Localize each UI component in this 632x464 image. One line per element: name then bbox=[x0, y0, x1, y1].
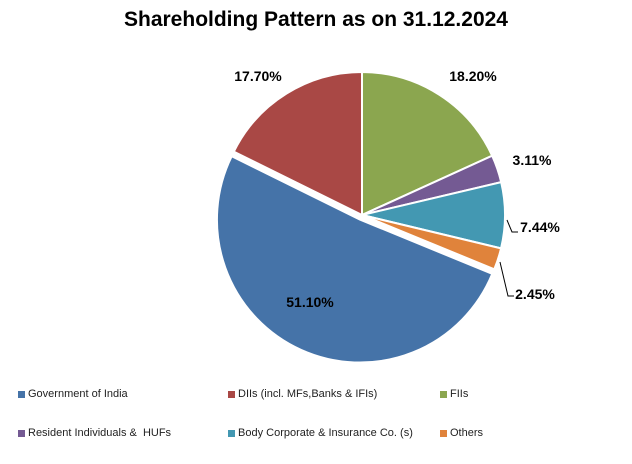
chart-title: Shareholding Pattern as on 31.12.2024 bbox=[124, 8, 508, 31]
data-label-diis-incl-mfs-banks-ifis: 17.70% bbox=[234, 68, 282, 84]
legend-item-resident-individuals-hufs: Resident Individuals & HUFs bbox=[18, 427, 171, 439]
data-label-government-of-india: 51.10% bbox=[286, 294, 334, 310]
pie-slice-government-of-india bbox=[215, 154, 494, 364]
data-label-fiis: 18.20% bbox=[449, 68, 497, 84]
pie-slice-others bbox=[361, 214, 503, 271]
pie-slice-diis-incl-mfs-banks-ifis bbox=[232, 70, 363, 217]
leader-line bbox=[506, 219, 518, 233]
pie-slice-fiis bbox=[361, 70, 494, 217]
data-label-resident-individuals-hufs: 3.11% bbox=[513, 152, 552, 168]
legend-label: DIIs (incl. MFs,Banks & IFIs) bbox=[238, 388, 378, 400]
legend-swatch bbox=[440, 429, 447, 437]
legend-label: Government of India bbox=[28, 388, 128, 400]
legend-item-government-of-india: Government of India bbox=[18, 388, 128, 400]
legend-label: FIIs bbox=[450, 388, 469, 400]
leader-line bbox=[499, 261, 514, 297]
legend-item-body-corporate-insurance-co-s: Body Corporate & Insurance Co. (s) bbox=[228, 427, 413, 439]
legend-swatch bbox=[18, 390, 25, 398]
legend-item-diis-incl-mfs-banks-ifis: DIIs (incl. MFs,Banks & IFIs) bbox=[228, 388, 377, 400]
legend-swatch bbox=[440, 390, 447, 398]
legend-item-others: Others bbox=[440, 427, 483, 439]
legend-swatch bbox=[228, 429, 235, 437]
data-label-others: 2.45% bbox=[515, 286, 555, 302]
legend-label: Others bbox=[450, 427, 484, 439]
data-label-body-corporate-insurance-co-s: 7.44% bbox=[520, 219, 560, 235]
legend-item-fiis: FIIs bbox=[440, 388, 468, 400]
legend-label: Body Corporate & Insurance Co. (s) bbox=[238, 427, 413, 439]
legend-swatch bbox=[18, 429, 25, 437]
legend-label: Resident Individuals & HUFs bbox=[28, 427, 172, 439]
legend-swatch bbox=[228, 390, 235, 398]
